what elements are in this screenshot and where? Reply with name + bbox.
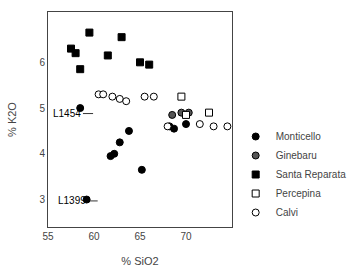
svg-text:6: 6 xyxy=(39,57,45,68)
svg-text:Santa Reparata: Santa Reparata xyxy=(276,169,346,180)
svg-text:55: 55 xyxy=(42,231,54,242)
svg-text:Percepina: Percepina xyxy=(276,188,321,199)
svg-text:Ginebaru: Ginebaru xyxy=(276,150,317,161)
svg-text:Monticello: Monticello xyxy=(276,131,321,142)
svg-text:L1454: L1454 xyxy=(53,108,81,119)
svg-text:L1399: L1399 xyxy=(58,195,86,206)
svg-text:% K2O: % K2O xyxy=(6,102,18,137)
svg-text:65: 65 xyxy=(134,231,146,242)
svg-text:70: 70 xyxy=(180,231,192,242)
svg-text:3: 3 xyxy=(39,194,45,205)
svg-text:Calvi: Calvi xyxy=(276,207,298,218)
svg-text:60: 60 xyxy=(88,231,100,242)
svg-text:4: 4 xyxy=(39,148,45,159)
svg-text:% SiO2: % SiO2 xyxy=(121,255,158,267)
svg-text:5: 5 xyxy=(39,103,45,114)
